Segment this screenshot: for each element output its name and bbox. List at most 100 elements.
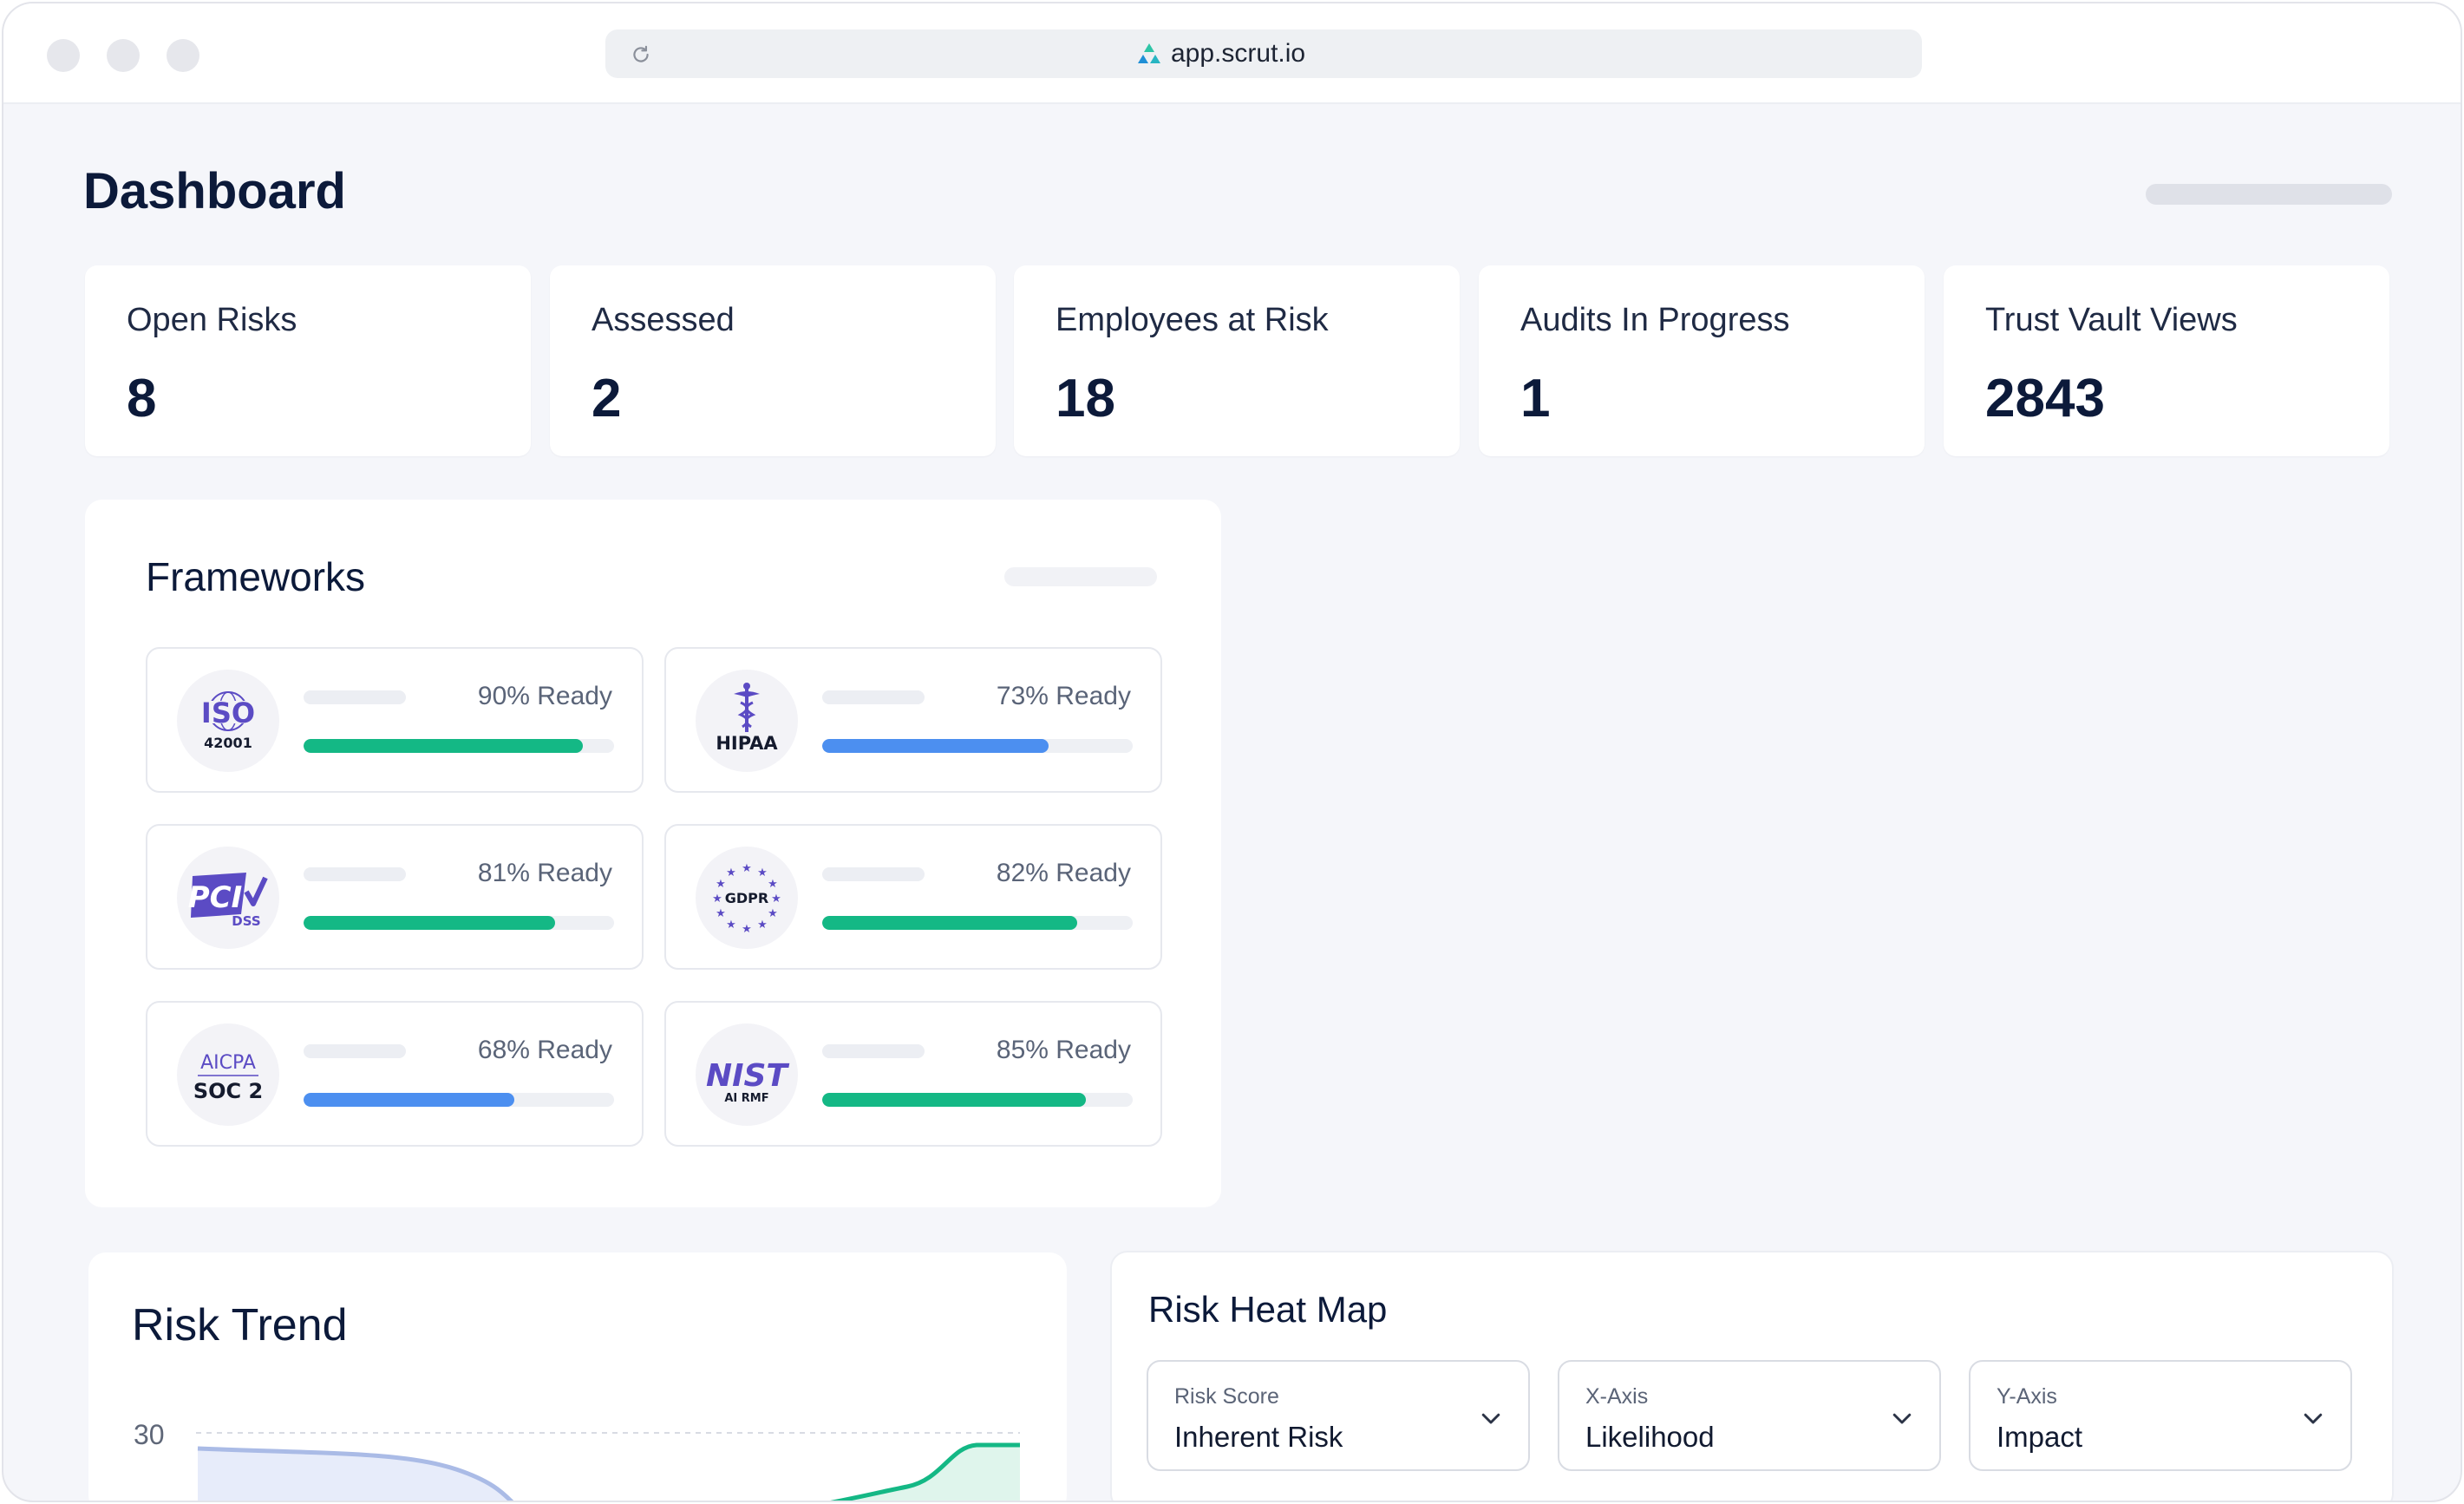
- framework-ready-label: 85% Ready: [996, 1036, 1131, 1064]
- stat-label: Open Risks: [127, 302, 297, 338]
- pci-logo-sub: DSS: [232, 913, 260, 929]
- stat-card-assessed[interactable]: Assessed 2: [550, 265, 996, 456]
- chevron-down-icon[interactable]: [1889, 1405, 1915, 1431]
- framework-ready-label: 73% Ready: [996, 682, 1131, 710]
- page-title: Dashboard: [83, 163, 346, 219]
- stat-value: 2: [591, 369, 622, 428]
- framework-progress-fill: [822, 916, 1077, 930]
- frameworks-title: Frameworks: [146, 554, 366, 599]
- framework-name-placeholder: [304, 690, 406, 704]
- framework-progress-track: [822, 916, 1133, 930]
- stat-label: Audits In Progress: [1520, 302, 1790, 338]
- pci-dss-logo-icon: PCI DSS: [177, 847, 279, 949]
- nist-logo-text: NIST: [706, 1058, 789, 1094]
- iso-logo-text: ISO: [201, 696, 255, 729]
- browser-toolbar: app.scrut.io: [3, 3, 2461, 104]
- url-text: app.scrut.io: [1171, 39, 1306, 68]
- framework-ready-label: 81% Ready: [477, 859, 612, 887]
- window-close-button[interactable]: [47, 39, 80, 72]
- risk-score-select[interactable]: Risk Score Inherent Risk: [1147, 1360, 1530, 1471]
- trend-line-residual: [830, 1442, 1020, 1501]
- framework-name-placeholder: [304, 867, 406, 881]
- framework-name-placeholder: [822, 867, 925, 881]
- framework-ready-label: 68% Ready: [477, 1036, 612, 1064]
- pci-logo-text: PCI: [188, 880, 243, 915]
- risk-trend-y-tick: 30: [134, 1419, 165, 1450]
- framework-progress-fill: [304, 916, 555, 930]
- trend-line-inherent: [197, 1446, 514, 1501]
- stat-card-trust-vault-views[interactable]: Trust Vault Views 2843: [1944, 265, 2389, 456]
- risk-trend-title: Risk Trend: [132, 1300, 348, 1350]
- risk-trend-panel: Risk Trend: [88, 1252, 1067, 1501]
- hipaa-logo-text: HIPAA: [716, 733, 778, 754]
- framework-progress-track: [822, 739, 1133, 753]
- window-zoom-button[interactable]: [167, 39, 199, 72]
- framework-name-placeholder: [304, 1044, 406, 1058]
- header-placeholder: [2146, 184, 2392, 205]
- window-minimize-button[interactable]: [107, 39, 140, 72]
- select-value: Likelihood: [1585, 1421, 1715, 1453]
- framework-name-placeholder: [822, 690, 925, 704]
- framework-name-placeholder: [822, 1044, 925, 1058]
- svg-text:★: ★: [726, 866, 736, 880]
- address-bar[interactable]: app.scrut.io: [605, 29, 1922, 78]
- nist-logo-sub: AI RMF: [724, 1092, 768, 1105]
- svg-text:★: ★: [726, 919, 736, 932]
- y-axis-select[interactable]: Y-Axis Impact: [1969, 1360, 2352, 1471]
- stat-value: 8: [127, 369, 157, 428]
- select-label: X-Axis: [1585, 1384, 1649, 1409]
- reload-icon[interactable]: [630, 43, 652, 66]
- framework-card-aicpa-soc2[interactable]: AICPA SOC 2 68% Ready: [146, 1001, 644, 1147]
- stat-label: Trust Vault Views: [1985, 302, 2238, 338]
- framework-card-pci-dss[interactable]: PCI DSS 81% Ready: [146, 824, 644, 970]
- framework-progress-fill: [822, 739, 1049, 753]
- svg-text:★: ★: [771, 893, 781, 906]
- svg-text:★: ★: [742, 862, 752, 875]
- chevron-down-icon[interactable]: [2300, 1405, 2326, 1431]
- aicpa-soc2-logo-icon: AICPA SOC 2: [177, 1023, 279, 1126]
- soc2-logo-text: SOC 2: [193, 1079, 263, 1103]
- framework-card-gdpr[interactable]: ★ ★ ★ ★ ★ ★ ★ ★ ★ ★ ★ ★ GDPR: [664, 824, 1162, 970]
- frameworks-panel: Frameworks ISO 42001 90% Ready: [85, 500, 1221, 1207]
- framework-ready-label: 90% Ready: [477, 682, 612, 710]
- framework-progress-track: [822, 1093, 1133, 1107]
- framework-card-iso-42001[interactable]: ISO 42001 90% Ready: [146, 647, 644, 793]
- trend-area-inherent: [198, 1448, 511, 1501]
- aicpa-logo-text: AICPA: [200, 1052, 256, 1074]
- svg-text:★: ★: [716, 878, 726, 891]
- framework-progress-fill: [304, 1093, 515, 1107]
- select-value: Inherent Risk: [1174, 1421, 1343, 1453]
- stat-label: Assessed: [591, 302, 735, 338]
- svg-text:★: ★: [712, 893, 722, 906]
- framework-card-nist-ai-rmf[interactable]: NIST AI RMF 85% Ready: [664, 1001, 1162, 1147]
- nist-logo-icon: NIST AI RMF: [696, 1023, 798, 1126]
- scrut-logo-icon: [1138, 43, 1160, 63]
- svg-text:★: ★: [768, 878, 778, 891]
- svg-text:★: ★: [768, 907, 778, 920]
- select-label: Y-Axis: [1997, 1384, 2057, 1409]
- framework-progress-track: [304, 1093, 614, 1107]
- gdpr-stars-icon: ★ ★ ★ ★ ★ ★ ★ ★ ★ ★ ★ ★ GDPR: [696, 847, 798, 949]
- trend-area-residual: [841, 1445, 1020, 1501]
- framework-ready-label: 82% Ready: [996, 859, 1131, 887]
- frameworks-header-placeholder: [1004, 567, 1157, 586]
- select-label: Risk Score: [1174, 1384, 1279, 1409]
- stat-card-open-risks[interactable]: Open Risks 8: [85, 265, 531, 456]
- framework-card-hipaa[interactable]: HIPAA 73% Ready: [664, 647, 1162, 793]
- chevron-down-icon[interactable]: [1478, 1405, 1504, 1431]
- risk-heat-map-title: Risk Heat Map: [1148, 1289, 1388, 1330]
- select-value: Impact: [1997, 1421, 2083, 1453]
- svg-text:★: ★: [757, 919, 768, 932]
- framework-progress-track: [304, 916, 614, 930]
- svg-text:★: ★: [716, 907, 726, 920]
- stat-value: 18: [1056, 369, 1115, 428]
- x-axis-select[interactable]: X-Axis Likelihood: [1558, 1360, 1941, 1471]
- stat-value: 1: [1520, 369, 1551, 428]
- stat-card-audits-in-progress[interactable]: Audits In Progress 1: [1479, 265, 1925, 456]
- iso-logo-sub: 42001: [204, 735, 252, 751]
- framework-progress-fill: [304, 739, 584, 753]
- stat-label: Employees at Risk: [1056, 302, 1329, 338]
- stat-card-employees-at-risk[interactable]: Employees at Risk 18: [1014, 265, 1460, 456]
- stat-value: 2843: [1985, 369, 2105, 428]
